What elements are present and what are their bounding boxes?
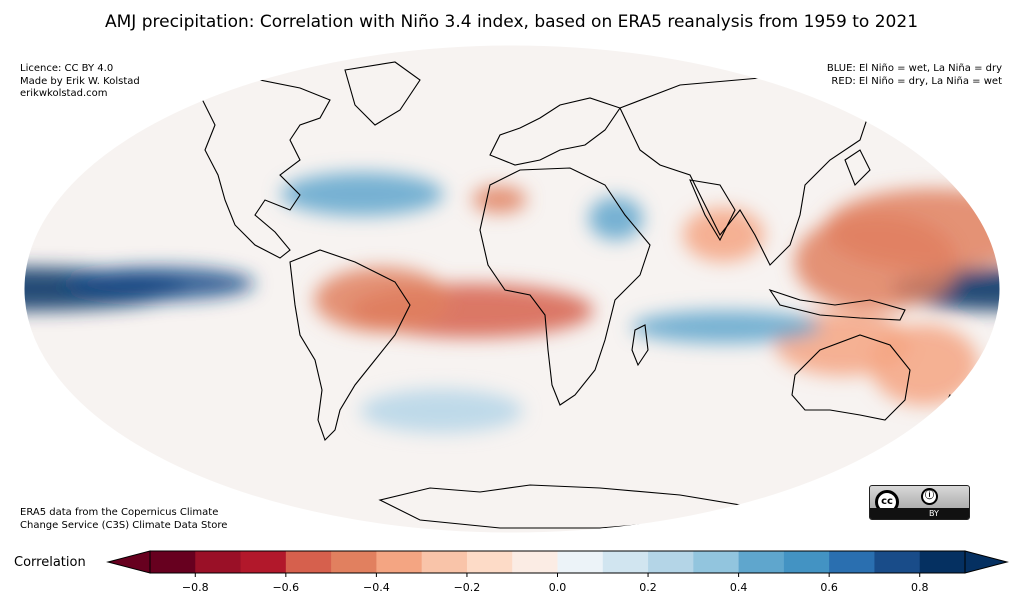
colorbar-bin-16 — [874, 551, 921, 573]
website-line: erikwkolstad.com — [20, 88, 108, 99]
colorbar-tick-label: 0.0 — [549, 581, 567, 594]
anomaly-region-14 — [360, 389, 523, 433]
anomaly-region-4 — [314, 267, 450, 333]
colorbar-bin-0 — [150, 551, 196, 573]
data-source-note: ERA5 data from the Copernicus Climate Ch… — [20, 507, 227, 532]
coastline-japan — [844, 149, 871, 186]
colorbar-tick-label: −0.4 — [363, 581, 390, 594]
coastline-india — [689, 179, 736, 242]
author-line: Made by Erik W. Kolstad — [20, 75, 140, 87]
red-meaning: RED: El Niño = dry, La Niña = wet — [831, 75, 1002, 87]
colorbar-bin-17 — [919, 551, 966, 573]
coastline-antarctica — [378, 484, 743, 529]
anomaly-region-11 — [280, 172, 444, 216]
colorbar-bin-11 — [648, 551, 694, 573]
source-line-2: Change Service (C3S) Climate Data Store — [20, 519, 228, 531]
coastline-africa — [479, 167, 651, 406]
page-title: AMJ precipitation: Correlation with Niño… — [104, 12, 919, 32]
anomaly-region-10 — [588, 196, 643, 241]
colorbar-tick-label: 0.8 — [911, 581, 929, 594]
source-line-1: ERA5 data from the Copernicus Climate — [20, 507, 219, 518]
blue-meaning: BLUE: El Niño = wet, La Niña = dry — [826, 63, 1002, 74]
colorbar-extend-high — [964, 550, 1009, 574]
anomaly-region-12 — [472, 185, 527, 214]
colorbar-tick-label: −0.8 — [182, 581, 209, 594]
colorbar-bin-4 — [331, 551, 377, 573]
colorbar-tick-label: −0.2 — [454, 581, 481, 594]
colorbar-bin-6 — [421, 551, 468, 573]
licence-note: Licence: CC BY 4.0 Made by Erik W. Kolst… — [20, 63, 140, 101]
colorbar-extend-low — [106, 550, 151, 574]
anomaly-region-9 — [631, 310, 822, 344]
colorbar-bin-10 — [602, 551, 649, 573]
colorbar-bin-7 — [466, 551, 513, 573]
colorbar-bin-12 — [693, 551, 740, 573]
coastlines — [199, 61, 961, 529]
coastline-madagascar — [631, 324, 649, 367]
globe-outline — [23, 44, 1001, 534]
colorbar-bin-15 — [829, 551, 875, 573]
colorbar-label: Correlation — [14, 555, 86, 570]
colorbar-bin-13 — [738, 551, 785, 573]
colorbar-bin-1 — [195, 551, 242, 573]
colorbar: −0.8 −0.6 −0.4 −0.2 0.0 0.2 0.4 0.6 0.8 — [106, 550, 1009, 594]
coastline-south-america — [289, 249, 411, 442]
coastline-greenland — [344, 61, 421, 126]
coastline-australia — [791, 334, 911, 421]
anomaly-region-13 — [682, 207, 765, 262]
colorbar-tick-label: 0.6 — [820, 581, 838, 594]
colorbar-bin-5 — [376, 551, 423, 573]
by-label: BY — [929, 509, 939, 518]
colorbar-bin-14 — [783, 551, 830, 573]
colorbar-tick-label: −0.6 — [272, 581, 299, 594]
colorbar-bin-9 — [557, 551, 604, 573]
colorbar-bin-3 — [285, 551, 332, 573]
colorbar-bin-8 — [512, 551, 558, 573]
anomaly-region-2 — [64, 267, 255, 300]
licence-line: Licence: CC BY 4.0 — [20, 63, 114, 74]
coastline-north-america — [199, 77, 331, 259]
colorbar-bin-2 — [240, 551, 287, 573]
correlation-map — [23, 44, 1001, 534]
badge-strip — [870, 508, 969, 519]
colorbar-tick-label: 0.4 — [730, 581, 748, 594]
anomaly-region-8 — [870, 324, 979, 406]
correlation-field — [24, 172, 1000, 433]
person-icon: ⓘ — [921, 488, 938, 505]
color-legend-note: BLUE: El Niño = wet, La Niña = dry RED: … — [827, 63, 1002, 88]
colorbar-tick-label: 0.2 — [639, 581, 657, 594]
coastline-indonesia — [768, 288, 906, 321]
cc-by-badge: cc ⓘ BY — [869, 485, 970, 520]
